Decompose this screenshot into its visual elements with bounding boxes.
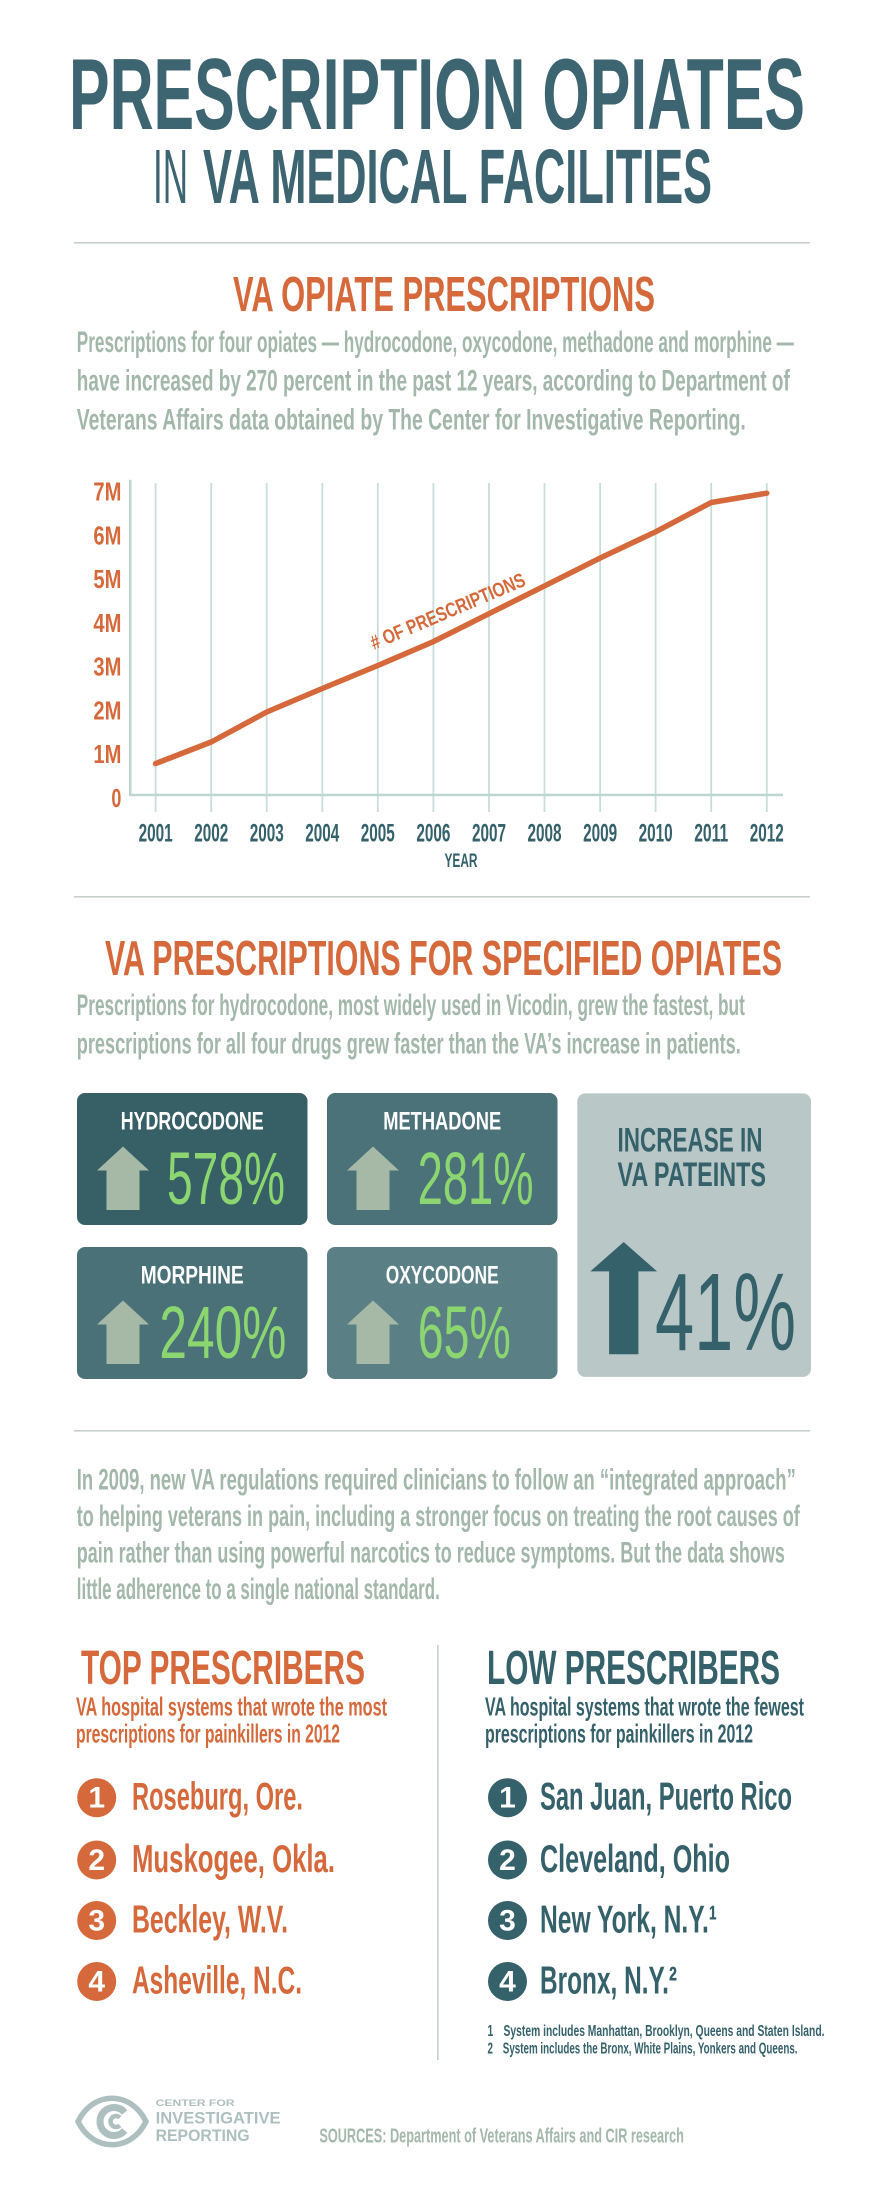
- svg-text:Asheville, N.C.: Asheville, N.C.: [132, 1960, 302, 2003]
- svg-text:prescriptions for painkillers: prescriptions for painkillers in 2012: [485, 1719, 753, 1749]
- svg-text:little adherence to a single n: little adherence to a single national st…: [77, 1573, 440, 1606]
- svg-text:CENTER FOR: CENTER FOR: [156, 2098, 235, 2108]
- svg-text:New York, N.Y.¹: New York, N.Y.¹: [540, 1899, 717, 1942]
- svg-text:LOW PRESCRIBERS: LOW PRESCRIBERS: [487, 1642, 780, 1695]
- svg-text:VA PATEINTS: VA PATEINTS: [618, 1156, 767, 1194]
- svg-text:65%: 65%: [418, 1291, 511, 1374]
- svg-text:INCREASE IN: INCREASE IN: [618, 1122, 763, 1160]
- svg-text:2002: 2002: [194, 820, 228, 848]
- svg-text:4M: 4M: [93, 608, 121, 638]
- svg-text:4: 4: [499, 1966, 516, 1999]
- svg-text:3: 3: [499, 1905, 516, 1938]
- svg-text:2006: 2006: [416, 820, 450, 848]
- svg-text:2007: 2007: [472, 820, 506, 848]
- svg-text:Muskogee, Okla.: Muskogee, Okla.: [132, 1838, 335, 1881]
- svg-text:YEAR: YEAR: [445, 851, 478, 872]
- svg-text:2004: 2004: [305, 820, 339, 848]
- svg-text:to helping veterans in pain, i: to helping veterans in pain, including a…: [77, 1500, 800, 1533]
- svg-text:2010: 2010: [639, 820, 673, 848]
- svg-text:2003: 2003: [250, 820, 284, 848]
- svg-text:240%: 240%: [159, 1291, 286, 1374]
- svg-text:1M: 1M: [93, 739, 121, 769]
- svg-text:5M: 5M: [93, 564, 121, 594]
- svg-text:prescriptions for all four dru: prescriptions for all four drugs grew fa…: [77, 1027, 741, 1060]
- svg-text:have increased by 270 percent: have increased by 270 percent in the pas…: [77, 365, 790, 398]
- svg-text:OXYCODONE: OXYCODONE: [386, 1262, 499, 1290]
- svg-text:281%: 281%: [418, 1137, 534, 1220]
- svg-text:Prescriptions for hydrocodone,: Prescriptions for hydrocodone, most wide…: [77, 989, 745, 1022]
- svg-text:2008: 2008: [528, 820, 562, 848]
- svg-text:Bronx, N.Y.²: Bronx, N.Y.²: [540, 1960, 677, 2003]
- svg-text:2: 2: [88, 1844, 105, 1877]
- svg-text:41%: 41%: [655, 1251, 796, 1374]
- svg-text:578%: 578%: [167, 1137, 285, 1220]
- svg-text:2 System includes the Bronx,: 2 System includes the Bronx, White Plain…: [488, 2041, 798, 2058]
- svg-text:1 System includes Manhattan,: 1 System includes Manhattan, Brooklyn, Q…: [488, 2023, 825, 2040]
- svg-text:2: 2: [499, 1844, 516, 1877]
- svg-text:3M: 3M: [93, 652, 121, 682]
- svg-text:VA OPIATE PRESCRIPTIONS: VA OPIATE PRESCRIPTIONS: [233, 268, 655, 322]
- svg-text:2009: 2009: [583, 820, 617, 848]
- svg-text:prescriptions for painkillers: prescriptions for painkillers in 2012: [76, 1719, 340, 1749]
- svg-text:Veterans Affairs data obtained: Veterans Affairs data obtained by The Ce…: [77, 403, 746, 436]
- svg-text:2001: 2001: [139, 820, 173, 848]
- svg-text:SOURCES: Department of Veteran: SOURCES: Department of Veterans Affairs …: [319, 2126, 684, 2148]
- svg-text:VA hospital systems that wrote: VA hospital systems that wrote the most: [76, 1692, 387, 1722]
- svg-text:In 2009, new VA regulations re: In 2009, new VA regulations required cli…: [77, 1464, 796, 1497]
- svg-text:VA PRESCRIPTIONS FOR SPECIFIED: VA PRESCRIPTIONS FOR SPECIFIED OPIATES: [105, 932, 782, 986]
- svg-text:MORPHINE: MORPHINE: [141, 1262, 244, 1290]
- svg-text:3: 3: [88, 1905, 105, 1938]
- svg-text:1: 1: [88, 1782, 105, 1815]
- svg-text:0: 0: [111, 783, 121, 813]
- svg-text:INVESTIGATIVE: INVESTIGATIVE: [156, 2109, 281, 2127]
- svg-text:2M: 2M: [93, 696, 121, 726]
- svg-text:REPORTING: REPORTING: [156, 2127, 250, 2145]
- svg-text:VA hospital systems that wrote: VA hospital systems that wrote the fewes…: [485, 1692, 804, 1722]
- svg-text:2011: 2011: [694, 820, 728, 848]
- svg-text:1: 1: [499, 1782, 516, 1815]
- svg-text:HYDROCODONE: HYDROCODONE: [121, 1108, 264, 1136]
- svg-text:PRESCRIPTION OPIATES: PRESCRIPTION OPIATES: [69, 37, 805, 151]
- svg-text:7M: 7M: [93, 477, 121, 507]
- svg-text:TOP PRESCRIBERS: TOP PRESCRIBERS: [81, 1642, 365, 1695]
- svg-text:2012: 2012: [750, 820, 784, 848]
- svg-text:San Juan, Puerto Rico: San Juan, Puerto Rico: [540, 1776, 792, 1819]
- svg-text:Roseburg, Ore.: Roseburg, Ore.: [132, 1776, 303, 1819]
- svg-text:Cleveland, Ohio: Cleveland, Ohio: [540, 1838, 730, 1881]
- svg-text:VA MEDICAL FACILITIES: VA MEDICAL FACILITIES: [203, 134, 712, 220]
- svg-text:pain rather than using powerfu: pain rather than using powerful narcotic…: [77, 1537, 785, 1570]
- svg-text:IN: IN: [153, 134, 188, 220]
- svg-text:METHADONE: METHADONE: [383, 1108, 501, 1136]
- svg-text:Beckley, W.V.: Beckley, W.V.: [132, 1899, 288, 1942]
- svg-text:2005: 2005: [361, 820, 395, 848]
- svg-text:6M: 6M: [93, 521, 121, 551]
- svg-text:Prescriptions for four opiates: Prescriptions for four opiates — hydroco…: [77, 326, 794, 359]
- svg-text:4: 4: [88, 1966, 105, 1999]
